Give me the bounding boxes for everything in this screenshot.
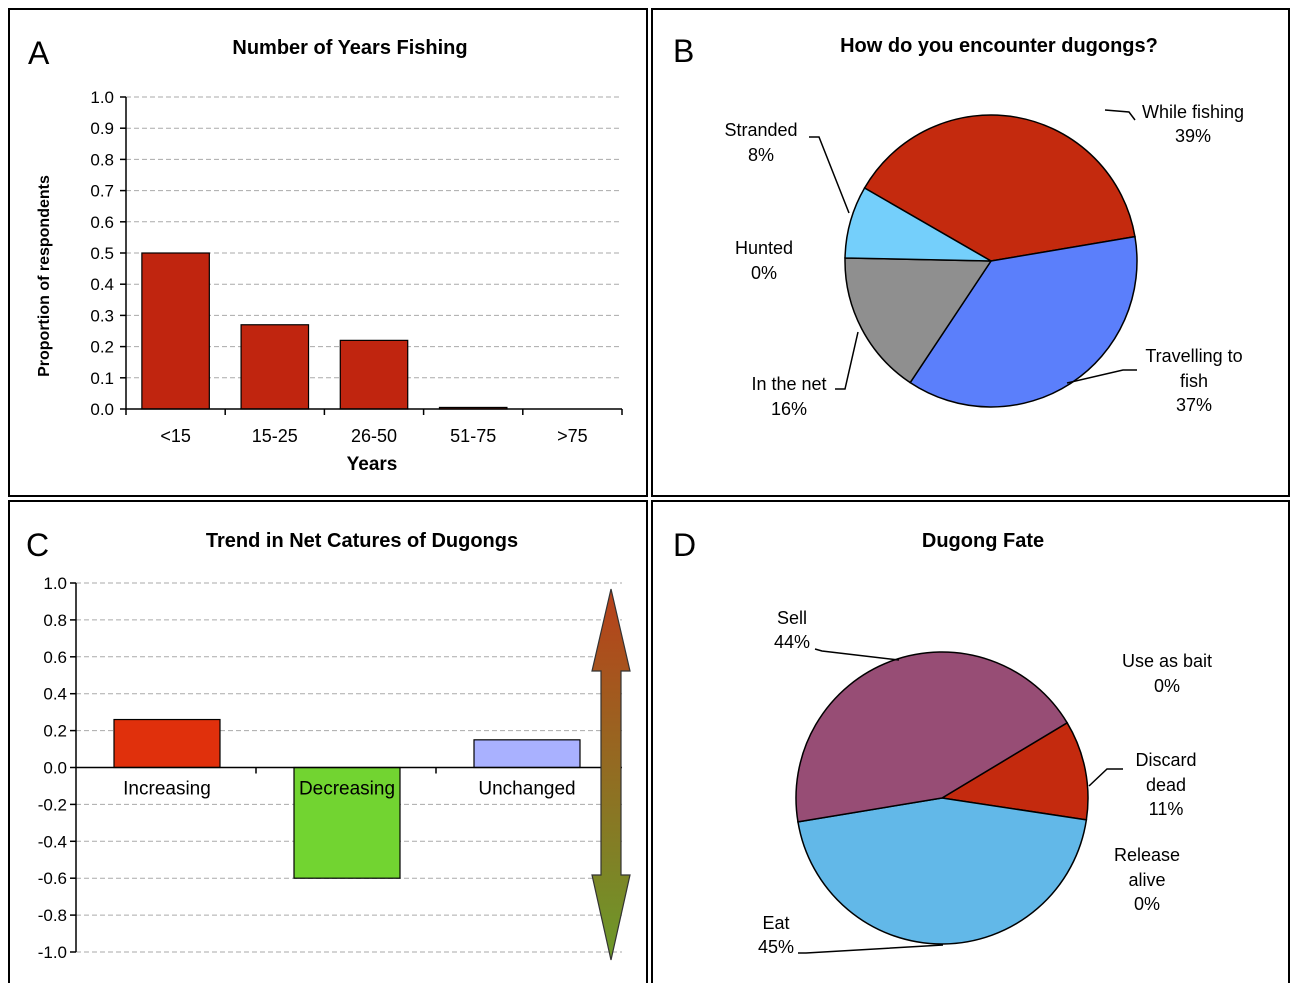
label-eat: Eat <box>762 913 789 933</box>
bar-a-15-25 <box>240 324 310 410</box>
bar-c-increasing <box>113 718 221 769</box>
ytick-label-a-5: 0.5 <box>90 244 114 263</box>
value-release: 0% <box>1134 894 1160 914</box>
chart-b-labels: While fishing 39% Stranded 8% Hunted 0% … <box>724 102 1244 419</box>
pie-d-slice-eat <box>797 797 1088 945</box>
label-in-the-net: In the net <box>751 374 826 394</box>
pie-d-slice-discard-dead <box>939 721 1089 821</box>
ytick-label-c-10: 1.0 <box>43 574 67 593</box>
ytick-label-a-7: 0.7 <box>90 182 114 201</box>
chart-a-ylabel: Proportion of respondents <box>36 175 53 377</box>
chart-a-svg: A Number of Years Fishing Years Proporti… <box>28 35 623 475</box>
chart-a-xlabel: Years <box>347 454 398 475</box>
panel-letter-a: A <box>28 35 50 71</box>
label-release-line1: Release <box>1114 845 1180 865</box>
leader-sell <box>814 648 900 661</box>
ytick-label-a-0: 0.0 <box>90 400 114 419</box>
bar-c-decreasing <box>293 766 401 879</box>
label-while-fishing: While fishing <box>1142 102 1244 122</box>
category-label-c-increasing: Increasing <box>123 779 211 800</box>
pie-d-slice-sell <box>795 651 1069 823</box>
chart-b-leaders <box>809 109 1137 390</box>
chart-d-leaders <box>798 648 1123 954</box>
pie-b-slice-while-fishing <box>863 114 1136 262</box>
pie-b-slice-in-the-net <box>844 257 993 384</box>
ytick-label-a-8: 0.8 <box>90 150 114 169</box>
value-in-the-net: 16% <box>771 399 807 419</box>
value-hunted: 0% <box>751 263 777 283</box>
value-eat: 45% <box>758 937 794 957</box>
label-travelling-line1: Travelling to <box>1145 346 1242 366</box>
xtick-label-a-0: <15 <box>160 426 191 446</box>
ytick-label-a-1: 0.1 <box>90 369 114 388</box>
label-stranded: Stranded <box>724 120 797 140</box>
value-while-fishing: 39% <box>1175 126 1211 146</box>
xtick-label-a-3: 51-75 <box>450 426 496 446</box>
leader-eat <box>798 944 944 954</box>
panel-b: B How do you encounter dugongs? While fi… <box>651 8 1290 497</box>
xtick-label-a-2: 26-50 <box>351 426 397 446</box>
ytick-label-a-4: 0.4 <box>90 275 114 294</box>
ytick-label-c-9: 0.8 <box>43 611 67 630</box>
ytick-label-c-4: -0.2 <box>38 795 67 814</box>
xtick-label-a-1: 15-25 <box>252 426 298 446</box>
chart-d-svg: D Dugong Fate Sell 44% Use as bait 0% Di… <box>673 527 1212 957</box>
bar-c-unchanged <box>473 739 581 769</box>
bar-a-15 <box>141 252 210 410</box>
ytick-label-a-6: 0.6 <box>90 213 114 232</box>
leader-travelling <box>1066 369 1137 384</box>
chart-b-svg: B How do you encounter dugongs? While fi… <box>673 33 1244 419</box>
ytick-label-c-8: 0.6 <box>43 648 67 667</box>
label-travelling-line2: fish <box>1180 371 1208 391</box>
leader-stranded <box>809 136 850 214</box>
chart-d-title: Dugong Fate <box>922 530 1044 552</box>
ytick-label-c-1: -0.8 <box>38 906 67 925</box>
chart-b-title: How do you encounter dugongs? <box>840 35 1158 57</box>
ytick-label-c-3: -0.4 <box>38 832 67 851</box>
ytick-label-c-6: 0.2 <box>43 722 67 741</box>
chart-c-svg: C Trend in Net Catures of Dugongs -1.0 -0… <box>26 527 631 962</box>
value-sell: 44% <box>774 632 810 652</box>
label-discard-line1: Discard <box>1135 750 1196 770</box>
leader-in-the-net <box>835 331 859 390</box>
ytick-label-c-7: 0.4 <box>43 685 67 704</box>
panel-d: D Dugong Fate Sell 44% Use as bait 0% Di… <box>651 500 1290 983</box>
panel-a: A Number of Years Fishing Years Proporti… <box>8 8 648 497</box>
category-label-c-decreasing: Decreasing <box>299 779 395 800</box>
leader-discard <box>1088 768 1123 787</box>
ytick-label-a-9: 0.9 <box>90 119 114 138</box>
panel-letter-b: B <box>673 33 694 69</box>
chart-c-title: Trend in Net Catures of Dugongs <box>206 530 518 552</box>
value-discard: 11% <box>1149 799 1184 819</box>
panel-letter-d: D <box>673 527 696 563</box>
chart-d-labels: Sell 44% Use as bait 0% Discard dead 11%… <box>758 608 1212 957</box>
panel-c: C Trend in Net Catures of Dugongs -1.0 -0… <box>8 500 648 983</box>
category-label-c-unchanged: Unchanged <box>478 779 575 800</box>
ytick-label-c-2: -0.6 <box>38 869 67 888</box>
label-use-as-bait: Use as bait <box>1122 651 1212 671</box>
chart-a-title: Number of Years Fishing <box>232 37 467 59</box>
ytick-label-a-3: 0.3 <box>90 306 114 325</box>
label-sell: Sell <box>777 608 807 628</box>
value-travelling: 37% <box>1176 395 1212 415</box>
ytick-label-a-2: 0.2 <box>90 338 114 357</box>
ytick-label-c-0: -1.0 <box>38 943 67 962</box>
label-discard-line2: dead <box>1146 775 1186 795</box>
panel-letter-c: C <box>26 527 49 563</box>
bar-a-26-50 <box>339 339 409 410</box>
pie-b-slice-stranded <box>844 186 992 262</box>
value-use-as-bait: 0% <box>1154 676 1180 696</box>
leader-while-fishing <box>1104 109 1136 121</box>
label-hunted: Hunted <box>735 238 793 258</box>
trend-double-arrow <box>591 588 631 961</box>
label-release-line2: alive <box>1128 870 1165 890</box>
value-stranded: 8% <box>748 145 774 165</box>
ytick-label-c-5: 0.0 <box>43 759 67 778</box>
pie-b-slice-travelling-to-fish <box>909 235 1138 408</box>
xtick-label-a-4: >75 <box>557 426 588 446</box>
ytick-label-a-10: 1.0 <box>90 88 114 107</box>
